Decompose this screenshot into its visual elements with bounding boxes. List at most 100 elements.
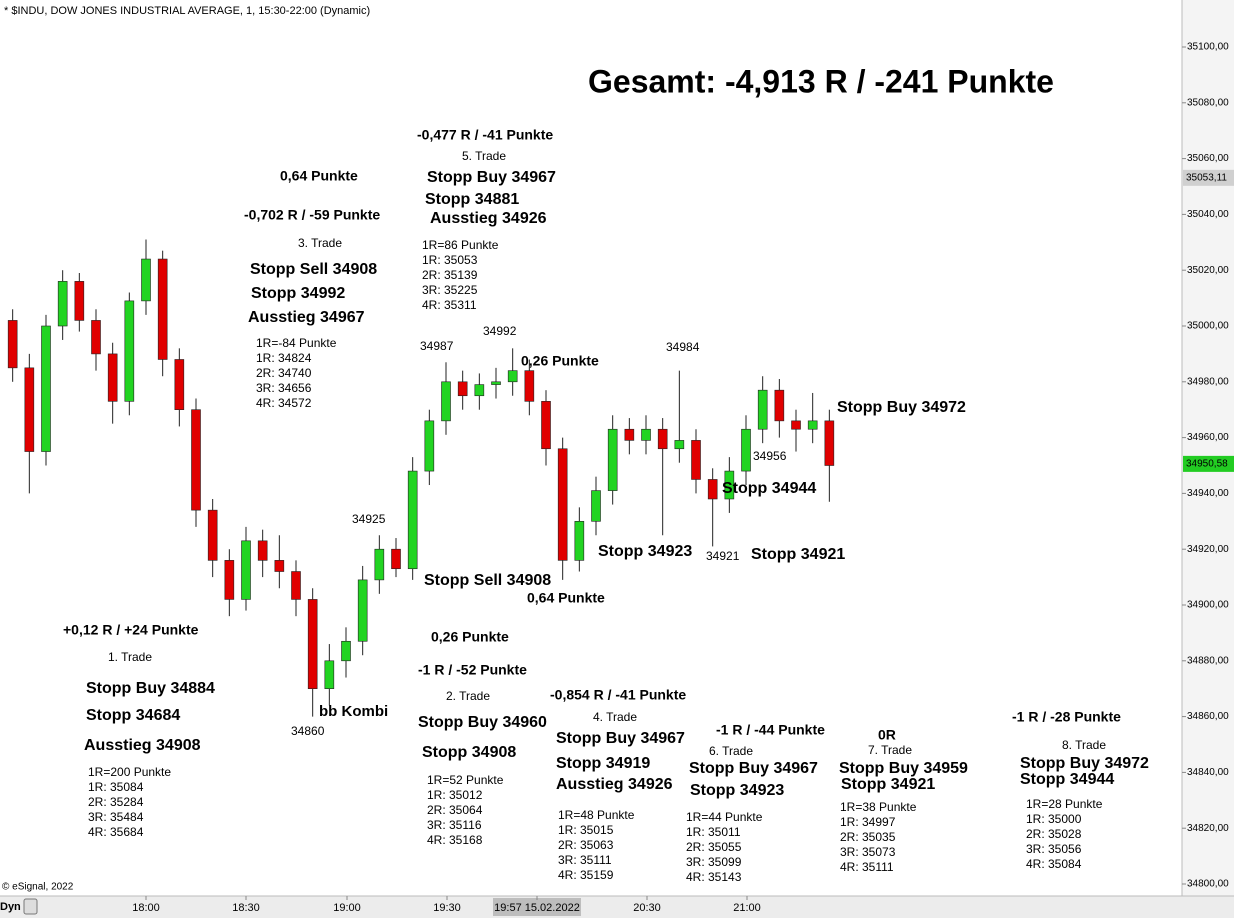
candle-body [274, 560, 285, 572]
y-tick-label: 34840,00 [1187, 767, 1229, 778]
y-tick-label: 35080,00 [1187, 97, 1229, 108]
annotation: -1 R / -44 Punkte [716, 722, 825, 738]
trade-note: 2R: 35284 [88, 795, 144, 809]
trade-note: 4R: 35684 [88, 825, 144, 839]
candle-body [191, 409, 201, 511]
candle-body [391, 548, 401, 570]
annotation: 4R: 35311 [422, 298, 477, 312]
candle-body [791, 420, 801, 430]
annotation: 0,26 Punkte [521, 353, 599, 369]
annotation: Stopp Sell 34908 [424, 572, 551, 589]
annotation: 0,64 Punkte [280, 168, 358, 184]
candle-body [24, 367, 35, 452]
trade-note: 1R=52 Punkte [427, 773, 504, 787]
annotation: 2. Trade [446, 689, 490, 703]
y-tick-label: 35020,00 [1187, 265, 1229, 276]
annotation: Stopp 34684 [86, 707, 180, 724]
candle-body [541, 401, 551, 450]
candle-body [491, 381, 501, 385]
trade-note: 4R: 35084 [1026, 857, 1082, 871]
x-tick-label: 18:30 [232, 902, 260, 914]
candle-body [174, 359, 185, 411]
candle-body [307, 599, 318, 689]
candle-body [374, 548, 385, 581]
annotation: 1R=86 Punkte [422, 238, 499, 252]
y-tick-label: 34980,00 [1187, 376, 1229, 387]
candle-body [507, 370, 518, 383]
candle-body [524, 370, 535, 402]
candle-body [224, 560, 235, 600]
y-tick-label: 34900,00 [1187, 600, 1229, 611]
trade-note: 3R: 35111 [558, 853, 612, 867]
x-tick-label: 20:30 [633, 902, 661, 914]
candle-body [57, 281, 68, 327]
annotation: Stopp Buy 34967 [556, 730, 685, 747]
annotation: 8. Trade [1062, 738, 1106, 752]
lock-icon[interactable] [23, 898, 38, 915]
candle-body [124, 300, 135, 402]
trade-note: 1R=28 Punkte [1026, 797, 1103, 811]
price-tag-label: 34950,58 [1186, 459, 1228, 470]
annotation: 3R: 34656 [256, 381, 312, 395]
annotation: 34925 [352, 512, 386, 526]
annotation: -1 R / -52 Punkte [418, 662, 527, 678]
annotation: Stopp 34921 [841, 776, 935, 793]
trade-note: 1R: 35011 [686, 825, 741, 839]
mode-label: Dyn [0, 901, 21, 913]
annotation: Ausstieg 34967 [248, 309, 365, 326]
candle-body [741, 428, 751, 472]
candle-body [774, 389, 785, 422]
annotation: 34984 [666, 340, 700, 354]
annotation: Stopp 34921 [751, 546, 845, 563]
cursor-time-bg [493, 898, 581, 916]
annotation: Stopp Buy 34967 [689, 760, 818, 777]
candle-body [691, 440, 701, 480]
candle-body [107, 353, 118, 402]
credit: © eSignal, 2022 [2, 882, 74, 893]
annotation: 34860 [291, 724, 325, 738]
trade-note: 2R: 35063 [558, 838, 614, 852]
annotation: 0,64 Punkte [527, 590, 605, 606]
annotation: Stopp 34881 [425, 191, 519, 208]
trade-note: 1R: 34997 [840, 815, 896, 829]
annotation: Stopp Sell 34908 [250, 261, 377, 278]
annotation: Stopp 34923 [598, 543, 692, 560]
annotation: Stopp Buy 34967 [427, 169, 556, 186]
x-tick-label: 19:57 15.02.2022 [494, 902, 580, 914]
candle-body [74, 281, 85, 321]
candle-body [591, 490, 601, 522]
candle-body [241, 540, 251, 600]
annotation: Stopp Buy 34884 [86, 680, 215, 697]
x-tick-label: 18:00 [132, 902, 160, 914]
candle-body [607, 428, 618, 491]
annotation: 6. Trade [709, 744, 753, 758]
annotation: Stopp Buy 34972 [1020, 755, 1149, 772]
candle-body [657, 428, 668, 450]
trade-note: 1R: 35015 [558, 823, 614, 837]
trade-note: 1R: 35012 [427, 788, 483, 802]
annotation: Ausstieg 34926 [556, 776, 673, 793]
y-tick-label: 34860,00 [1187, 711, 1229, 722]
candle-body [41, 325, 51, 452]
annotation: Ausstieg 34908 [84, 737, 201, 754]
chart-title: * $INDU, DOW JONES INDUSTRIAL AVERAGE, 1… [4, 5, 370, 17]
y-tick-label: 35000,00 [1187, 321, 1229, 332]
y-tick-label: 35100,00 [1187, 42, 1229, 53]
candle-body [807, 420, 818, 430]
annotation: 3. Trade [298, 236, 342, 250]
y-tick-label: 34920,00 [1187, 544, 1229, 555]
trade-note: 2R: 35028 [1026, 827, 1082, 841]
trade-note: 4R: 35168 [427, 833, 483, 847]
candle-body [457, 381, 468, 397]
trade-note: 3R: 35484 [88, 810, 144, 824]
annotation: Stopp Buy 34959 [839, 760, 968, 777]
annotation: 7. Trade [868, 743, 912, 757]
annotation: -0,477 R / -41 Punkte [417, 127, 553, 143]
trade-note: 3R: 35099 [686, 855, 742, 869]
candle-body [574, 520, 585, 561]
candle-body [424, 420, 435, 472]
annotation: 1. Trade [108, 650, 152, 664]
trade-note: 3R: 35073 [840, 845, 896, 859]
